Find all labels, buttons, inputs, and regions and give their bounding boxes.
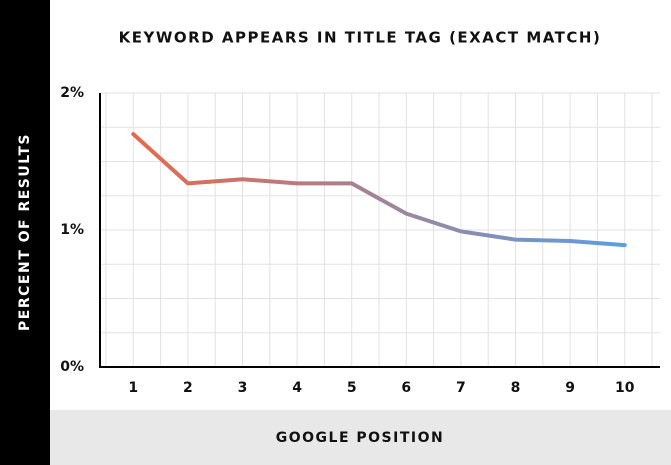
x-label-band	[50, 410, 671, 465]
y-tick-label: 0%	[60, 359, 84, 375]
y-label-band	[0, 0, 50, 465]
x-tick-label: 9	[565, 380, 575, 396]
x-tick-label: 2	[183, 380, 193, 396]
plot	[131, 132, 627, 248]
x-tick-label: 6	[401, 380, 411, 396]
chart-title: KEYWORD APPEARS IN TITLE TAG (EXACT MATC…	[119, 29, 602, 47]
x-tick-label: 8	[511, 380, 521, 396]
x-tick-label: 3	[238, 380, 248, 396]
x-tick-label: 5	[347, 380, 357, 396]
x-tick-label: 7	[456, 380, 466, 396]
x-axis-label: GOOGLE POSITION	[276, 430, 444, 446]
y-tick-label: 1%	[60, 222, 84, 238]
data-line	[131, 132, 627, 248]
y-axis-label: PERCENT OF RESULTS	[17, 133, 33, 331]
x-tick-label: 4	[292, 380, 302, 396]
y-tick-label: 2%	[60, 85, 84, 101]
x-tick-label: 1	[128, 380, 138, 396]
x-tick-label: 10	[615, 380, 635, 396]
grid	[100, 92, 660, 368]
